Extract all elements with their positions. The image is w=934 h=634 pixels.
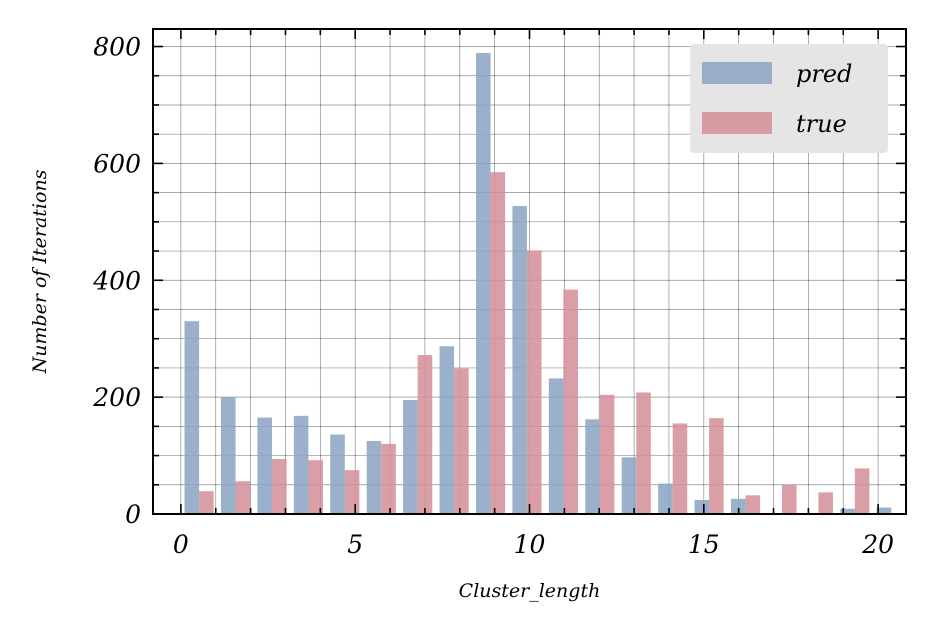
bar-pred	[840, 508, 855, 514]
legend-swatch-true	[702, 112, 772, 134]
bar-pred	[621, 457, 637, 514]
legend-swatch-pred	[702, 62, 772, 84]
x-tick-label: 15	[688, 530, 720, 559]
bar-true	[599, 394, 615, 514]
x-tick-label: 20	[861, 530, 894, 559]
legend-label-true: true	[796, 110, 847, 138]
bar-pred	[330, 434, 345, 514]
y-tick-label: 400	[92, 266, 141, 295]
legend-background	[690, 44, 888, 153]
plot-frame	[152, 28, 907, 515]
bar-pred	[293, 415, 309, 514]
bar-pred	[475, 52, 491, 515]
bar-pred	[694, 499, 710, 514]
x-tick-label: 5	[347, 530, 363, 559]
bar-pred	[257, 417, 272, 514]
bar-true	[818, 492, 833, 514]
bar-pred	[439, 346, 455, 514]
x-axis-label: Cluster_length	[459, 580, 601, 602]
x-tick-label: 10	[514, 530, 546, 559]
bar-true	[709, 418, 724, 514]
bar-pred	[512, 206, 527, 515]
y-tick-label: 200	[92, 383, 141, 412]
bar-true	[454, 368, 469, 514]
bar-pred	[730, 498, 746, 514]
bar-pred	[548, 378, 564, 514]
legend: pred true	[690, 44, 888, 153]
bar-true	[308, 460, 323, 514]
bar-true	[235, 481, 251, 514]
bar-pred	[403, 400, 418, 514]
bar-true	[199, 491, 214, 514]
bar-true	[344, 470, 360, 514]
legend-label-pred: pred	[796, 60, 852, 88]
x-tick-label: 0	[173, 530, 189, 559]
bar-true	[381, 443, 396, 514]
bar-true	[526, 250, 542, 514]
bar-true	[672, 423, 688, 514]
bar-true	[563, 289, 578, 514]
bar-pred	[366, 440, 382, 514]
bar-pred	[220, 397, 236, 514]
bar-true	[417, 355, 433, 514]
bar-true	[745, 495, 761, 514]
bar-true	[490, 172, 506, 514]
bar-true	[271, 459, 287, 514]
bar-true	[781, 484, 797, 514]
bars	[184, 52, 892, 515]
y-axis-label: Number of Iterations	[29, 169, 51, 374]
bar-pred	[876, 507, 892, 514]
bar-true	[854, 468, 870, 514]
y-tick-label: 800	[93, 33, 141, 62]
bar-pred	[585, 419, 600, 514]
bar-pred	[658, 483, 673, 514]
y-tick-label: 600	[93, 149, 141, 178]
y-tick-label: 0	[125, 500, 141, 529]
bar-pred	[184, 321, 200, 514]
bar-true	[636, 392, 651, 514]
